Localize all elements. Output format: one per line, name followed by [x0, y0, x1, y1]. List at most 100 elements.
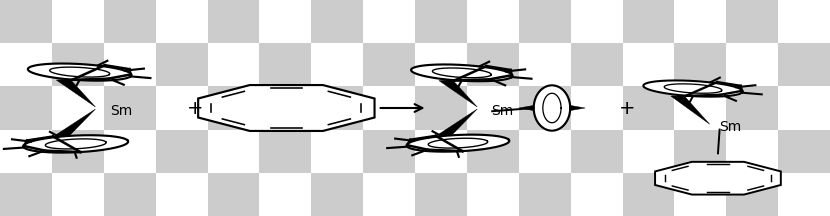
- Polygon shape: [56, 79, 95, 107]
- Bar: [415, 130, 466, 173]
- Text: Sm: Sm: [720, 121, 742, 134]
- Bar: [311, 86, 364, 130]
- Polygon shape: [643, 80, 743, 97]
- Bar: [364, 173, 415, 216]
- Bar: [51, 173, 104, 216]
- Polygon shape: [437, 109, 477, 136]
- Text: Sm: Sm: [110, 104, 132, 118]
- Bar: [726, 43, 779, 86]
- Bar: [571, 43, 622, 86]
- Bar: [208, 43, 260, 86]
- Bar: [519, 173, 571, 216]
- Bar: [726, 173, 779, 216]
- Bar: [156, 173, 208, 216]
- Bar: [415, 86, 466, 130]
- Bar: [622, 173, 675, 216]
- Bar: [415, 43, 466, 86]
- Bar: [208, 0, 260, 43]
- Bar: [0, 130, 51, 173]
- Bar: [519, 130, 571, 173]
- Bar: [104, 43, 156, 86]
- Bar: [466, 0, 519, 43]
- Bar: [208, 130, 260, 173]
- Polygon shape: [519, 105, 534, 111]
- Bar: [0, 0, 51, 43]
- Bar: [779, 86, 830, 130]
- Polygon shape: [439, 79, 477, 107]
- Bar: [51, 86, 104, 130]
- Bar: [519, 86, 571, 130]
- Bar: [779, 43, 830, 86]
- Bar: [311, 173, 364, 216]
- Text: +: +: [618, 98, 635, 118]
- Bar: [311, 130, 364, 173]
- Polygon shape: [534, 85, 570, 131]
- Bar: [311, 43, 364, 86]
- Bar: [0, 173, 51, 216]
- Bar: [156, 130, 208, 173]
- Bar: [364, 43, 415, 86]
- Bar: [260, 43, 311, 86]
- Bar: [675, 43, 726, 86]
- Bar: [0, 86, 51, 130]
- Bar: [675, 130, 726, 173]
- Bar: [260, 173, 311, 216]
- Bar: [364, 0, 415, 43]
- Bar: [364, 130, 415, 173]
- Bar: [51, 43, 104, 86]
- Polygon shape: [671, 95, 710, 124]
- Bar: [51, 0, 104, 43]
- Bar: [104, 173, 156, 216]
- Bar: [675, 0, 726, 43]
- Bar: [156, 0, 208, 43]
- Polygon shape: [411, 64, 513, 81]
- Bar: [104, 0, 156, 43]
- Bar: [415, 0, 466, 43]
- Bar: [726, 86, 779, 130]
- Bar: [260, 130, 311, 173]
- Polygon shape: [55, 109, 95, 137]
- Bar: [0, 43, 51, 86]
- Bar: [208, 86, 260, 130]
- Bar: [571, 130, 622, 173]
- Bar: [104, 86, 156, 130]
- Bar: [571, 173, 622, 216]
- Bar: [779, 0, 830, 43]
- Polygon shape: [23, 135, 128, 152]
- Bar: [519, 43, 571, 86]
- Bar: [726, 0, 779, 43]
- Bar: [622, 86, 675, 130]
- Bar: [726, 130, 779, 173]
- Bar: [466, 130, 519, 173]
- Bar: [156, 86, 208, 130]
- Polygon shape: [407, 135, 510, 152]
- Bar: [675, 173, 726, 216]
- Bar: [260, 0, 311, 43]
- Bar: [364, 86, 415, 130]
- Bar: [519, 0, 571, 43]
- Bar: [51, 130, 104, 173]
- Bar: [466, 43, 519, 86]
- Bar: [208, 173, 260, 216]
- Polygon shape: [570, 105, 585, 111]
- Bar: [104, 130, 156, 173]
- Bar: [466, 173, 519, 216]
- Polygon shape: [655, 162, 781, 195]
- Bar: [156, 43, 208, 86]
- Bar: [622, 130, 675, 173]
- Bar: [415, 173, 466, 216]
- Bar: [779, 130, 830, 173]
- Polygon shape: [198, 85, 374, 131]
- Text: +: +: [187, 98, 203, 118]
- Bar: [311, 0, 364, 43]
- Text: Sm: Sm: [491, 104, 514, 118]
- Bar: [622, 0, 675, 43]
- Bar: [622, 43, 675, 86]
- Polygon shape: [28, 64, 131, 81]
- Bar: [466, 86, 519, 130]
- Bar: [571, 86, 622, 130]
- Bar: [779, 173, 830, 216]
- Bar: [675, 86, 726, 130]
- Bar: [571, 0, 622, 43]
- Bar: [260, 86, 311, 130]
